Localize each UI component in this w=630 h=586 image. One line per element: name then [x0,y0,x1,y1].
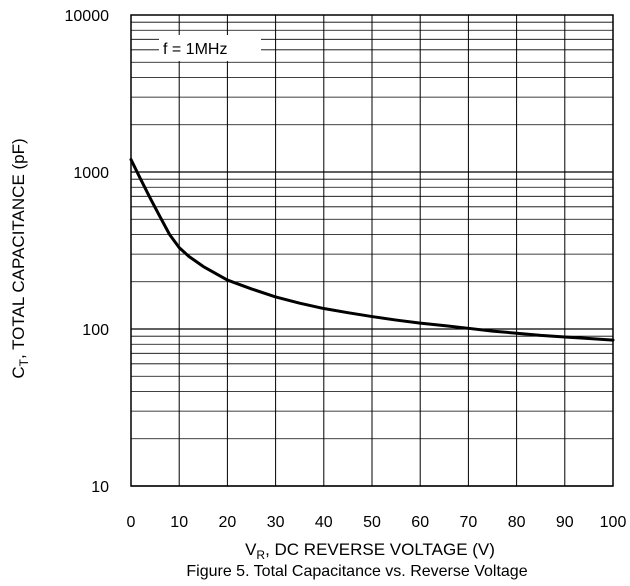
data-point [419,321,422,325]
data-point [187,255,191,258]
data-point [168,233,171,236]
figure-caption: Figure 5. Total Capacitance vs. Reverse … [186,563,527,580]
data-point [202,265,205,268]
data-point [539,334,542,337]
y-axis-label-main: C [9,366,28,378]
data-point [515,332,518,335]
data-point [158,215,162,218]
y-axis-label-sub: T [17,358,31,366]
grid [130,15,614,487]
x-axis-label-sub: R [256,548,265,562]
y-tick-label: 100 [82,322,109,339]
x-tick-label: 0 [127,514,136,531]
x-tick-label: 100 [600,514,627,531]
data-point [149,197,152,200]
y-tick-label: 1000 [73,165,109,182]
data-point [298,301,301,305]
data-point [226,278,229,282]
x-tick-label: 20 [219,514,237,531]
data-point [587,337,591,340]
x-axis-label-rest: , DC REVERSE VOLTAGE (V) [265,540,495,559]
x-tick-label: 70 [460,514,478,531]
y-tick-label: 10000 [65,8,110,25]
data-point [491,329,494,333]
data-point [611,338,615,342]
data-point [250,287,253,291]
x-axis-label-main: V [245,540,257,559]
annotation-background [159,35,261,61]
data-point [346,311,350,314]
plot-frame [130,14,614,487]
data-point [370,315,374,318]
annotation-text: f = 1MHz [163,41,227,58]
x-tick-label: 90 [556,514,574,531]
x-tick-label: 60 [411,514,429,531]
x-tick-labels: 0 10 20 30 40 50 60 70 80 90 100 [127,514,627,531]
data-point [322,307,325,310]
data-point [467,327,470,330]
x-tick-label: 30 [267,514,285,531]
y-tick-labels: 10 100 1000 10000 [65,8,110,496]
series-layer [129,158,615,342]
data-point [563,335,566,339]
x-tick-label: 80 [508,514,526,531]
data-point [129,158,133,161]
annotation: f = 1MHz [159,35,261,61]
data-point [274,295,277,299]
data-point [139,177,142,181]
x-tick-label: 40 [315,514,333,531]
y-axis-label-rest: , TOTAL CAPACITANCE (pF) [9,138,28,359]
x-tick-label: 10 [170,514,188,531]
data-point [443,324,446,327]
y-tick-label: 10 [91,479,109,496]
x-axis-label: VR, DC REVERSE VOLTAGE (V) [245,540,495,562]
y-axis-label: CT, TOTAL CAPACITANCE (pF) [9,138,31,378]
x-tick-label: 50 [363,514,381,531]
data-point [394,318,398,322]
data-point [178,246,181,249]
